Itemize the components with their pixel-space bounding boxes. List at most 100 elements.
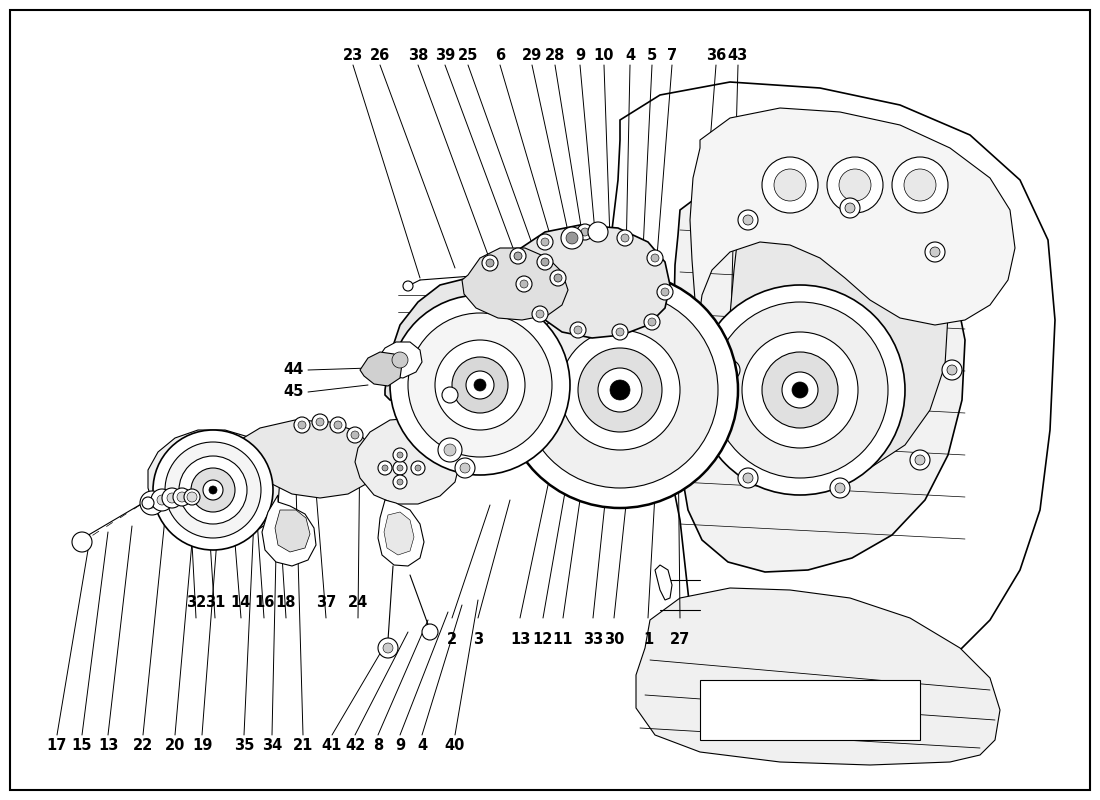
Polygon shape <box>462 248 568 320</box>
Circle shape <box>644 314 660 330</box>
Polygon shape <box>726 200 948 478</box>
Circle shape <box>782 372 818 408</box>
Circle shape <box>904 169 936 201</box>
Circle shape <box>725 365 735 375</box>
Polygon shape <box>360 352 401 386</box>
Circle shape <box>651 254 659 262</box>
Text: 16: 16 <box>254 595 274 610</box>
Text: 24: 24 <box>348 595 369 610</box>
Circle shape <box>403 281 412 291</box>
Circle shape <box>177 492 187 502</box>
Circle shape <box>415 465 421 471</box>
Text: 39: 39 <box>434 47 455 62</box>
Circle shape <box>925 242 945 262</box>
Circle shape <box>522 292 718 488</box>
Circle shape <box>774 169 806 201</box>
Text: 36: 36 <box>706 47 726 62</box>
Circle shape <box>827 157 883 213</box>
Text: 4: 4 <box>417 738 427 753</box>
Polygon shape <box>518 225 670 338</box>
Circle shape <box>346 427 363 443</box>
Polygon shape <box>674 188 965 572</box>
Circle shape <box>647 250 663 266</box>
Circle shape <box>330 417 346 433</box>
Circle shape <box>142 497 154 509</box>
Circle shape <box>578 224 593 240</box>
Circle shape <box>554 274 562 282</box>
Text: 15: 15 <box>72 738 92 753</box>
Text: 5: 5 <box>647 47 657 62</box>
Circle shape <box>720 360 740 380</box>
Text: 22: 22 <box>133 738 153 753</box>
Text: 8: 8 <box>373 738 383 753</box>
Circle shape <box>209 486 217 494</box>
Polygon shape <box>654 565 672 600</box>
Text: 14: 14 <box>231 595 251 610</box>
Circle shape <box>581 228 589 236</box>
Circle shape <box>695 285 905 495</box>
Circle shape <box>532 306 548 322</box>
Circle shape <box>442 387 458 403</box>
Text: 9: 9 <box>395 738 405 753</box>
Circle shape <box>153 430 273 550</box>
Circle shape <box>598 368 642 412</box>
Circle shape <box>397 479 403 485</box>
Circle shape <box>840 198 860 218</box>
Circle shape <box>621 234 629 242</box>
Circle shape <box>892 157 948 213</box>
Polygon shape <box>384 512 414 555</box>
Circle shape <box>561 227 583 249</box>
Circle shape <box>942 360 962 380</box>
Text: 27: 27 <box>670 632 690 647</box>
Polygon shape <box>690 108 1015 325</box>
Bar <box>700 680 920 740</box>
Text: 10: 10 <box>594 47 614 62</box>
Text: 42: 42 <box>345 738 365 753</box>
Polygon shape <box>240 420 374 498</box>
Circle shape <box>830 478 850 498</box>
Text: 19: 19 <box>191 738 212 753</box>
Text: 31: 31 <box>205 595 225 610</box>
Text: 3: 3 <box>473 632 483 647</box>
Text: 38: 38 <box>408 47 428 62</box>
Circle shape <box>382 465 388 471</box>
Circle shape <box>947 365 957 375</box>
Circle shape <box>140 491 164 515</box>
Circle shape <box>570 322 586 338</box>
Circle shape <box>550 270 566 286</box>
Text: 37: 37 <box>316 595 337 610</box>
Circle shape <box>537 254 553 270</box>
Circle shape <box>334 421 342 429</box>
Circle shape <box>482 255 498 271</box>
Circle shape <box>835 483 845 493</box>
Circle shape <box>610 380 630 400</box>
Circle shape <box>574 326 582 334</box>
Circle shape <box>167 493 177 503</box>
Circle shape <box>460 463 470 473</box>
Polygon shape <box>355 418 460 504</box>
Polygon shape <box>378 342 422 378</box>
Circle shape <box>298 421 306 429</box>
Polygon shape <box>636 588 1000 765</box>
Text: 41: 41 <box>322 738 342 753</box>
Text: 29: 29 <box>521 47 542 62</box>
Text: 12: 12 <box>532 632 553 647</box>
Circle shape <box>316 418 324 426</box>
Circle shape <box>578 348 662 432</box>
Circle shape <box>541 258 549 266</box>
Text: 26: 26 <box>370 47 390 62</box>
Circle shape <box>502 272 738 508</box>
Circle shape <box>378 638 398 658</box>
Text: 34: 34 <box>262 738 282 753</box>
Circle shape <box>738 468 758 488</box>
Polygon shape <box>262 495 316 566</box>
Circle shape <box>179 456 248 524</box>
Text: 4: 4 <box>625 47 635 62</box>
Text: 44: 44 <box>284 362 304 378</box>
Text: 17: 17 <box>47 738 67 753</box>
Circle shape <box>915 455 925 465</box>
Circle shape <box>742 332 858 448</box>
Text: 33: 33 <box>583 632 603 647</box>
Circle shape <box>312 414 328 430</box>
Circle shape <box>187 492 197 502</box>
